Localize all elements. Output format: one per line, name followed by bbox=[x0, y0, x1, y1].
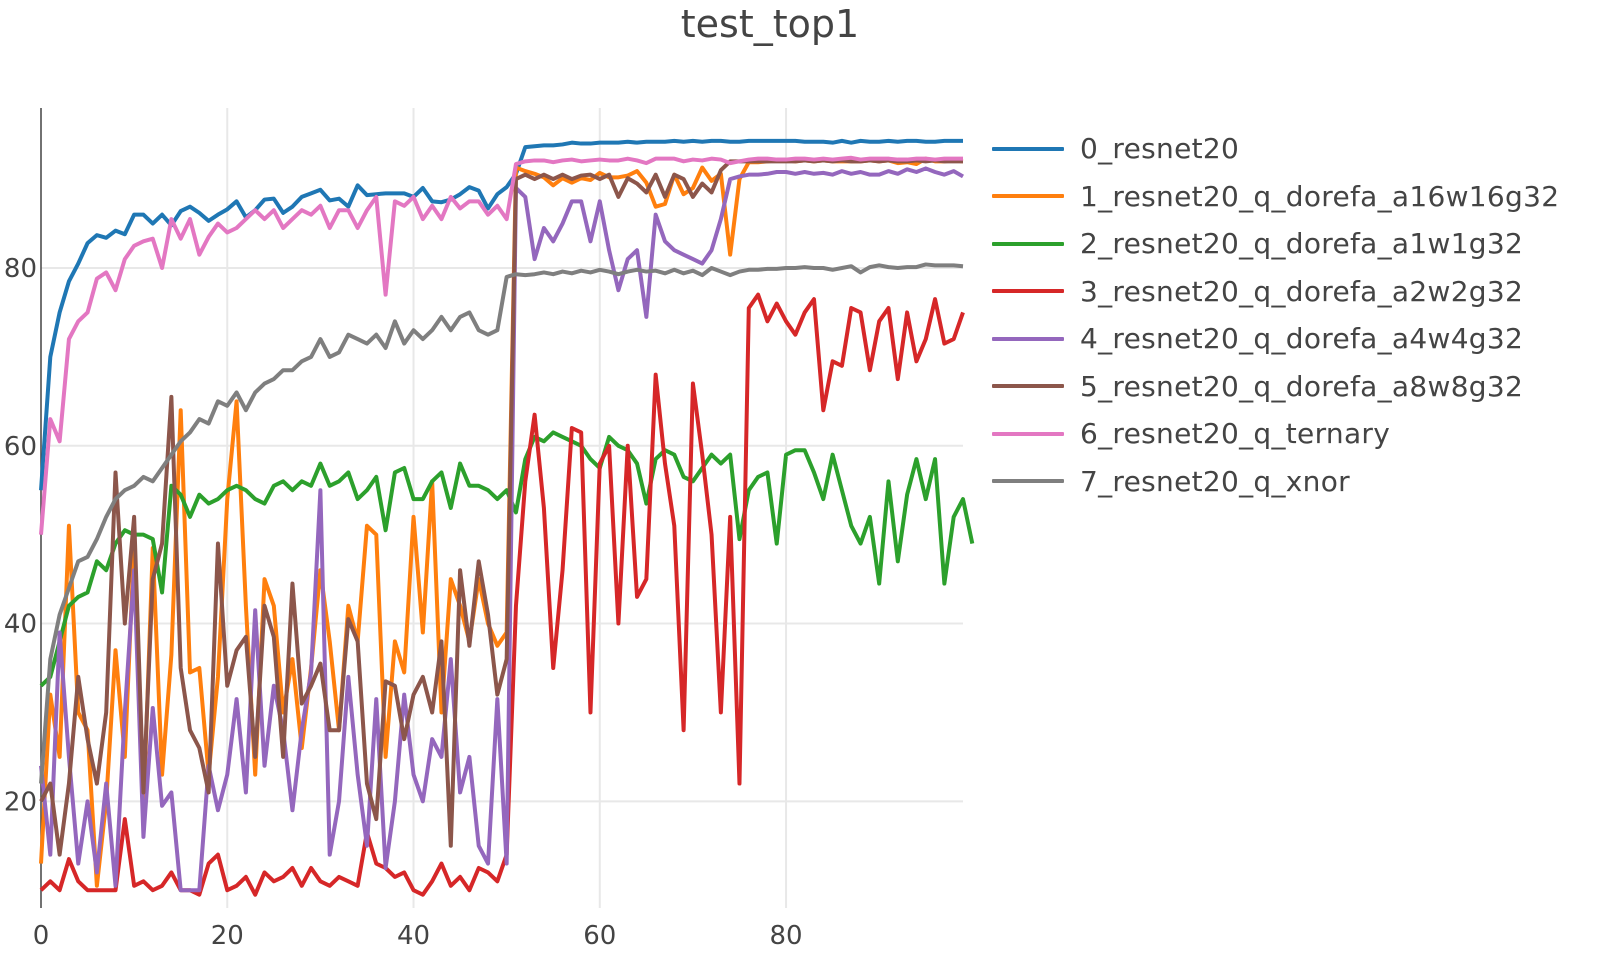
legend-swatch bbox=[992, 146, 1064, 151]
series-line-6[interactable] bbox=[39, 155, 963, 535]
legend-item[interactable]: 4_resnet20_q_dorefa_a4w4g32 bbox=[992, 315, 1559, 363]
series-line-3[interactable] bbox=[39, 292, 965, 897]
legend-label: 3_resnet20_q_dorefa_a2w2g32 bbox=[1080, 274, 1524, 308]
x-tick-label: 20 bbox=[211, 921, 244, 951]
legend-label: 5_resnet20_q_dorefa_a8w8g32 bbox=[1080, 369, 1524, 403]
series-lines bbox=[39, 138, 975, 897]
legend-label: 7_resnet20_q_xnor bbox=[1080, 464, 1350, 498]
legend-swatch bbox=[992, 479, 1064, 484]
series-line-0[interactable] bbox=[39, 138, 963, 491]
legend-swatch bbox=[992, 431, 1064, 436]
legend-item[interactable]: 6_resnet20_q_ternary bbox=[992, 410, 1559, 458]
legend-swatch bbox=[992, 194, 1064, 199]
legend-item[interactable]: 5_resnet20_q_dorefa_a8w8g32 bbox=[992, 363, 1559, 411]
y-tick-label: 60 bbox=[4, 432, 37, 462]
y-tick-label: 80 bbox=[4, 254, 37, 284]
tick-labels: 0 20 40 60 80 20 40 60 80 bbox=[4, 254, 803, 951]
series-line-2[interactable] bbox=[39, 430, 975, 688]
legend-swatch bbox=[992, 336, 1064, 341]
legend-item[interactable]: 2_resnet20_q_dorefa_a1w1g32 bbox=[992, 220, 1559, 268]
series-line-4[interactable] bbox=[39, 166, 964, 893]
legend-item[interactable]: 1_resnet20_q_dorefa_a16w16g32 bbox=[992, 173, 1559, 221]
legend-label: 1_resnet20_q_dorefa_a16w16g32 bbox=[1080, 179, 1560, 213]
legend-swatch bbox=[992, 384, 1064, 389]
series-line-7[interactable] bbox=[39, 262, 964, 784]
legend-item[interactable]: 0_resnet20 bbox=[992, 125, 1559, 173]
legend-swatch bbox=[992, 289, 1064, 294]
legend-item[interactable]: 3_resnet20_q_dorefa_a2w2g32 bbox=[992, 268, 1559, 316]
legend-swatch bbox=[992, 241, 1064, 246]
legend-label: 0_resnet20 bbox=[1080, 132, 1240, 166]
legend: 0_resnet20 1_resnet20_q_dorefa_a16w16g32 2… bbox=[992, 125, 1559, 505]
legend-label: 4_resnet20_q_dorefa_a4w4g32 bbox=[1080, 322, 1524, 356]
legend-label: 2_resnet20_q_dorefa_a1w1g32 bbox=[1080, 227, 1524, 261]
x-tick-label: 80 bbox=[770, 921, 803, 951]
chart-title: test_top1 bbox=[680, 2, 860, 46]
y-tick-label: 20 bbox=[4, 787, 37, 817]
y-tick-label: 40 bbox=[4, 610, 37, 640]
legend-item[interactable]: 7_resnet20_q_xnor bbox=[992, 458, 1559, 506]
x-tick-label: 60 bbox=[583, 921, 616, 951]
x-tick-label: 40 bbox=[397, 921, 430, 951]
x-tick-label: 0 bbox=[33, 921, 50, 951]
legend-label: 6_resnet20_q_ternary bbox=[1080, 417, 1391, 451]
